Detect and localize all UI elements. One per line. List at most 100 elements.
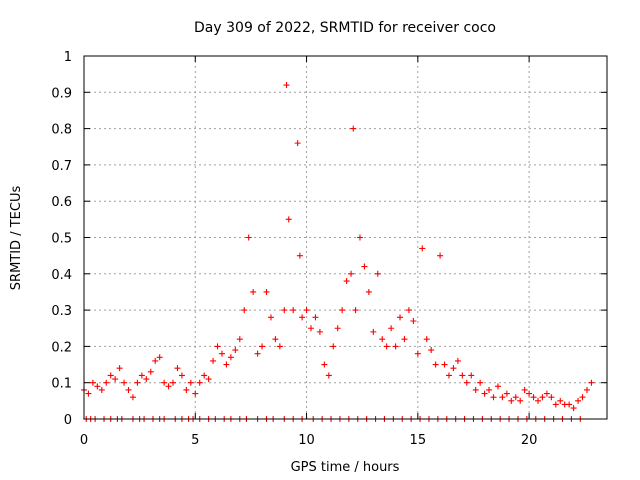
chart-title: Day 309 of 2022, SRMTID for receiver coc… [194,20,496,36]
data-point [134,379,141,386]
data-point [397,314,404,321]
data-point [330,343,337,350]
data-point [89,379,96,386]
y-tick-label: 0.5 [51,232,72,247]
data-point [103,379,110,386]
data-point [129,394,136,401]
data-point [361,263,368,270]
data-point [481,390,488,397]
data-point [468,372,475,379]
data-point [350,125,357,132]
data-point [321,361,328,368]
data-point [508,397,515,404]
data-point [566,401,573,408]
data-point [374,270,381,277]
data-point [343,278,350,285]
data-points [81,82,595,422]
data-point [205,376,212,383]
data-point [494,383,501,390]
data-point [548,394,555,401]
data-point [477,379,484,386]
data-point [85,390,92,397]
data-point [98,386,105,393]
data-point [147,368,154,375]
data-point [339,307,346,314]
y-tick-label: 0.2 [51,340,72,355]
data-point [499,394,506,401]
data-point [276,343,283,350]
data-point [423,336,430,343]
data-point [441,361,448,368]
data-point [156,354,163,361]
data-point [161,379,168,386]
data-point [143,376,150,383]
data-point [254,350,261,357]
y-tick-label: 0.6 [51,195,72,210]
data-point [419,245,426,252]
data-point [454,357,461,364]
data-point [588,379,595,386]
data-point [294,140,301,147]
data-point [486,386,493,393]
data-point [112,376,119,383]
data-point [579,394,586,401]
data-point [521,386,528,393]
y-tick-label: 0.3 [51,304,72,319]
y-tick-label: 0 [64,413,72,428]
data-point [552,401,559,408]
x-tick-label: 15 [410,433,427,448]
data-point [283,82,290,89]
data-point [405,307,412,314]
data-point [281,307,288,314]
data-point [267,314,274,321]
data-point [410,317,417,324]
data-point [490,394,497,401]
data-point [334,325,341,332]
data-point [121,379,128,386]
data-point [535,397,542,404]
data-point [459,372,466,379]
y-tick-label: 0.4 [51,268,72,283]
data-point [116,365,123,372]
data-point [383,343,390,350]
y-tick-label: 1 [64,50,72,65]
grid-lines [84,56,607,419]
data-point [316,328,323,335]
data-point [272,336,279,343]
data-point [392,343,399,350]
data-point [263,288,270,295]
data-point [437,252,444,259]
data-point [152,357,159,364]
data-point [107,372,114,379]
data-point [312,314,319,321]
data-point [352,307,359,314]
data-point [356,234,363,241]
data-point [299,314,306,321]
data-point [138,372,145,379]
x-tick-label: 5 [191,433,199,448]
data-point [414,350,421,357]
data-point [94,383,101,390]
data-point [401,336,408,343]
data-point [308,325,315,332]
data-point [245,234,252,241]
data-point [170,379,177,386]
data-point [201,372,208,379]
y-tick-label: 0.8 [51,123,72,138]
data-point [575,397,582,404]
data-point [223,361,230,368]
data-point [450,365,457,372]
data-point [348,270,355,277]
data-point [250,288,257,295]
data-point [428,347,435,354]
data-point [174,365,181,372]
data-point [218,350,225,357]
data-point [165,383,172,390]
data-point [325,372,332,379]
data-point [388,325,395,332]
data-point [370,328,377,335]
x-tick-label: 20 [521,433,538,448]
y-axis-label: SRMTID / TECUs [9,186,24,291]
data-point [472,386,479,393]
x-tick-label: 0 [80,433,88,448]
